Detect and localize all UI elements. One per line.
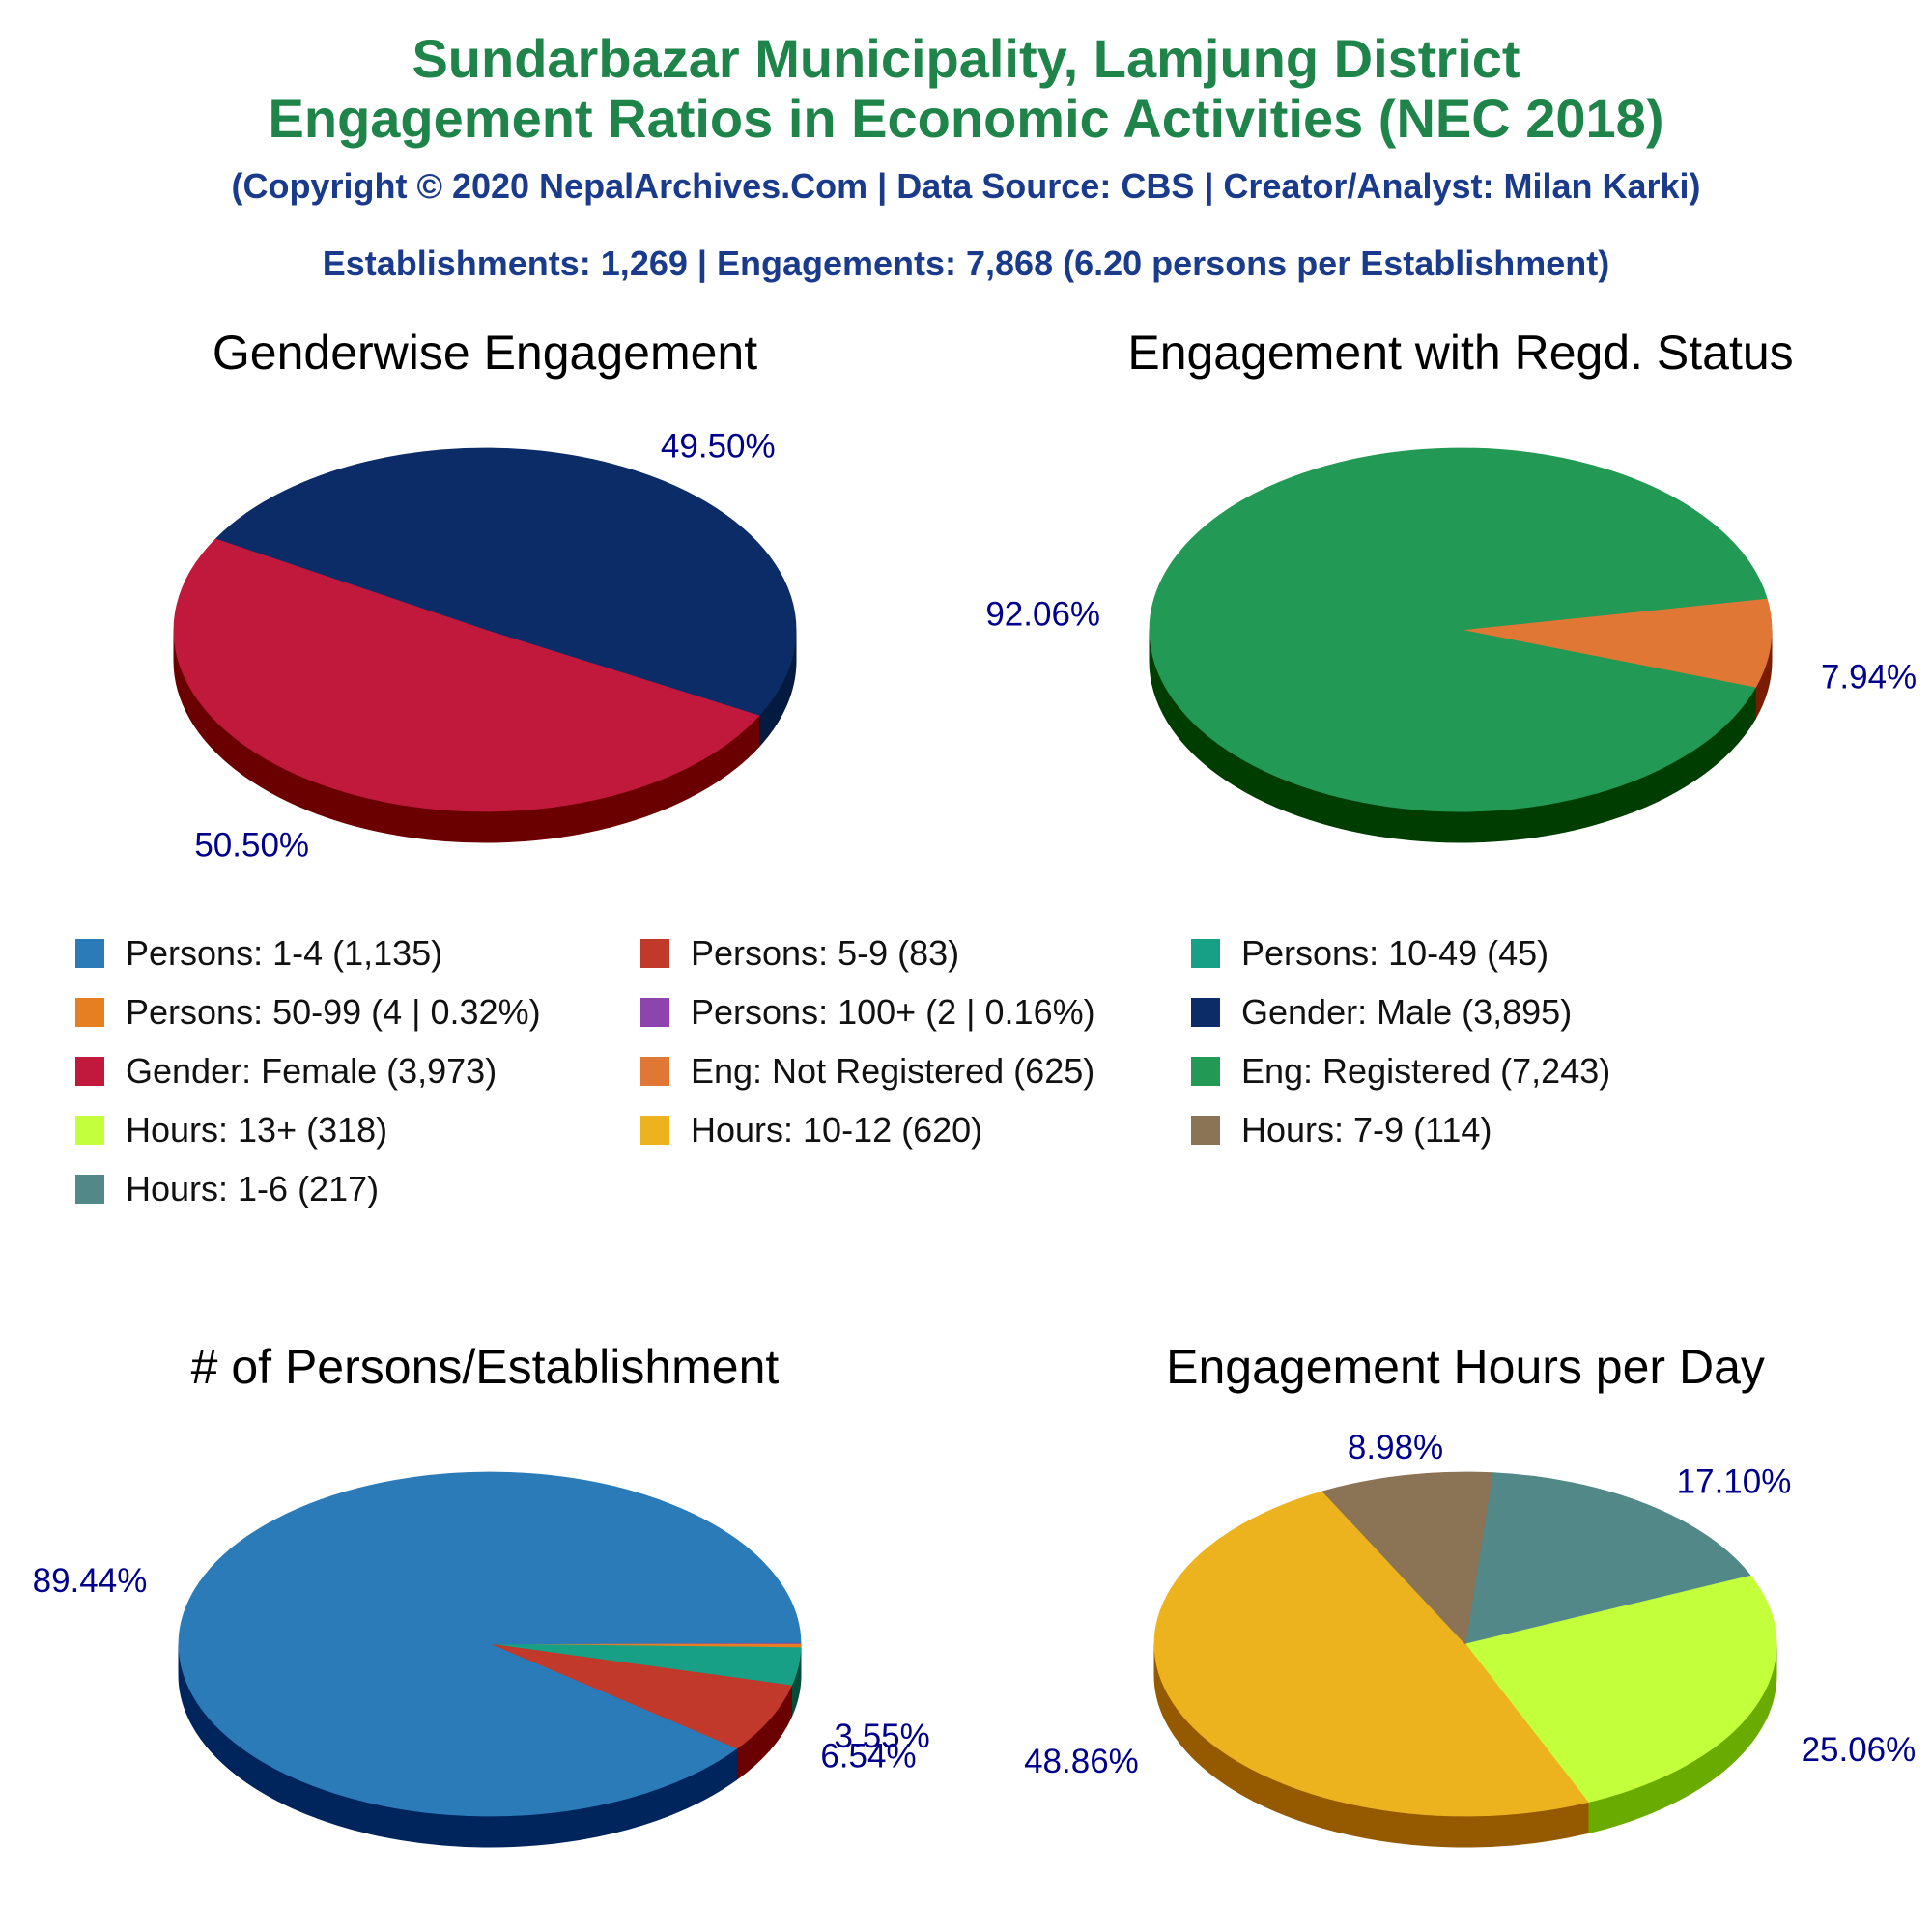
pie-chart-1: Genderwise Engagement 49.50% 50.50% [173, 326, 797, 864]
legend-label: Persons: 100+ (2 | 0.16%) [691, 992, 1095, 1032]
legend-label: Eng: Registered (7,243) [1241, 1051, 1611, 1091]
legend-label: Persons: 1-4 (1,135) [126, 933, 443, 973]
pie-data-label: 50.50% [194, 826, 309, 864]
pie-chart-2: Engagement with Regd. Status 7.94% 92.06% [985, 326, 1917, 843]
pie-data-label: 8.98% [1348, 1429, 1443, 1466]
legend-item: Persons: 1-4 (1,135) [75, 932, 442, 975]
pie-chart-title: Engagement with Regd. Status [1127, 326, 1793, 380]
legend-label: Gender: Male (3,895) [1241, 992, 1573, 1032]
pie-data-label: 48.86% [1024, 1743, 1139, 1780]
legend-item: Persons: 100+ (2 | 0.16%) [640, 991, 1095, 1034]
pie-chart-3: # of Persons/Establishment 3.55%6.54% 89.4… [33, 1340, 930, 1848]
legend-label: Persons: 10-49 (45) [1241, 933, 1549, 973]
legend-item: Persons: 50-99 (4 | 0.32%) [75, 991, 541, 1034]
summary-line: Establishments: 1,269 | Engagements: 7,8… [322, 243, 1610, 283]
legend-swatch [1191, 1057, 1220, 1086]
pie-slice [1464, 1575, 1777, 1804]
legend-label: Hours: 13+ (318) [126, 1110, 388, 1150]
legend-item: Persons: 5-9 (83) [640, 932, 959, 975]
pie-slice [178, 1471, 802, 1817]
legend-swatch [75, 1116, 104, 1145]
legend-swatch [640, 1116, 669, 1145]
pie-slice [1460, 597, 1773, 689]
legend-swatch [75, 1057, 104, 1086]
legend-item: Hours: 13+ (318) [75, 1109, 387, 1151]
legend-item: Eng: Registered (7,243) [1191, 1050, 1610, 1093]
pie-data-label: 89.44% [33, 1562, 148, 1600]
legend-swatch [75, 998, 104, 1027]
chart-title-line2: Engagement Ratios in Economic Activities… [268, 88, 1664, 149]
legend-swatch [1191, 998, 1220, 1027]
legend-label: Persons: 5-9 (83) [691, 933, 960, 973]
legend-item: Eng: Not Registered (625) [640, 1050, 1094, 1093]
legend-label: Eng: Not Registered (625) [691, 1051, 1095, 1091]
legend-swatch [640, 939, 669, 968]
legend-item: Hours: 1-6 (217) [75, 1168, 379, 1210]
legend-item: Gender: Female (3,973) [75, 1050, 497, 1093]
legend-item: Gender: Male (3,895) [1191, 991, 1572, 1034]
legend-label: Persons: 50-99 (4 | 0.32%) [126, 992, 541, 1032]
legend-swatch [1191, 1116, 1220, 1145]
pie-data-label: 7.94% [1821, 658, 1917, 696]
legend-swatch [640, 1057, 669, 1086]
pie-chart-4: Engagement Hours per Day 17.10% 25.06% 48.8… [1024, 1340, 1917, 1848]
legend-label: Hours: 7-9 (114) [1241, 1110, 1492, 1150]
pie-data-label: 6.54% [820, 1738, 916, 1776]
legend-swatch [1191, 939, 1220, 968]
pie-chart-title: Genderwise Engagement [213, 326, 757, 380]
pie-data-label: 92.06% [985, 596, 1100, 634]
pie-data-label: 17.10% [1677, 1463, 1792, 1500]
legend-swatch [640, 998, 669, 1027]
pie-slice [1149, 447, 1768, 812]
copyright-line: (Copyright © 2020 NepalArchives.Com | Da… [231, 166, 1701, 206]
pie-chart-title: Engagement Hours per Day [1166, 1340, 1765, 1394]
legend-swatch [75, 1175, 104, 1204]
pie-slice [489, 1643, 793, 1749]
pie-data-label: 3.55% [835, 1718, 930, 1755]
pie-chart-title: # of Persons/Establishment [191, 1340, 780, 1394]
legend-item: Hours: 7-9 (114) [1191, 1109, 1492, 1151]
pie-slice [1464, 1472, 1752, 1645]
legend-label: Gender: Female (3,973) [126, 1051, 497, 1091]
pie-slice [214, 447, 797, 717]
pie-slice [1153, 1491, 1589, 1817]
legend-item: Persons: 10-49 (45) [1191, 932, 1548, 975]
pie-data-label: 25.06% [1802, 1731, 1917, 1769]
pie-slice [1321, 1471, 1493, 1645]
chart-title-line1: Sundarbazar Municipality, Lamjung Distri… [412, 28, 1520, 89]
pie-slice [173, 538, 760, 812]
legend-swatch [75, 939, 104, 968]
legend-label: Hours: 10-12 (620) [691, 1110, 983, 1150]
pie-data-label: 49.50% [661, 428, 776, 466]
legend-label: Hours: 1-6 (217) [126, 1169, 380, 1208]
legend-item: Hours: 10-12 (620) [640, 1109, 982, 1151]
